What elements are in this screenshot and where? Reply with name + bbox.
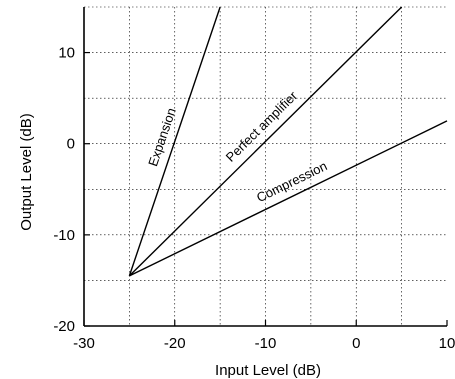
series-label: Expansion bbox=[145, 106, 179, 168]
y-tick-label: 0 bbox=[67, 136, 75, 153]
x-tick-label: -30 bbox=[73, 335, 95, 352]
axes bbox=[83, 7, 447, 327]
x-tick-label: 10 bbox=[439, 335, 455, 352]
y-tick-label: -10 bbox=[53, 227, 75, 244]
series-lines bbox=[128, 6, 448, 277]
series-line bbox=[129, 120, 448, 277]
series-line bbox=[128, 6, 403, 277]
series-label: Perfect amplifier bbox=[223, 88, 301, 165]
x-axis-title: Input Level (dB) bbox=[215, 362, 321, 379]
series-label: Compression bbox=[254, 158, 329, 205]
y-tick-label: -20 bbox=[53, 318, 75, 335]
x-tick-label: 0 bbox=[352, 335, 360, 352]
x-tick-label: -10 bbox=[255, 335, 277, 352]
y-axis-title: Output Level (dB) bbox=[18, 113, 35, 231]
x-tick-label: -20 bbox=[164, 335, 186, 352]
grid bbox=[84, 6, 447, 326]
y-tick-label: 10 bbox=[58, 45, 75, 62]
series-line bbox=[128, 6, 221, 277]
